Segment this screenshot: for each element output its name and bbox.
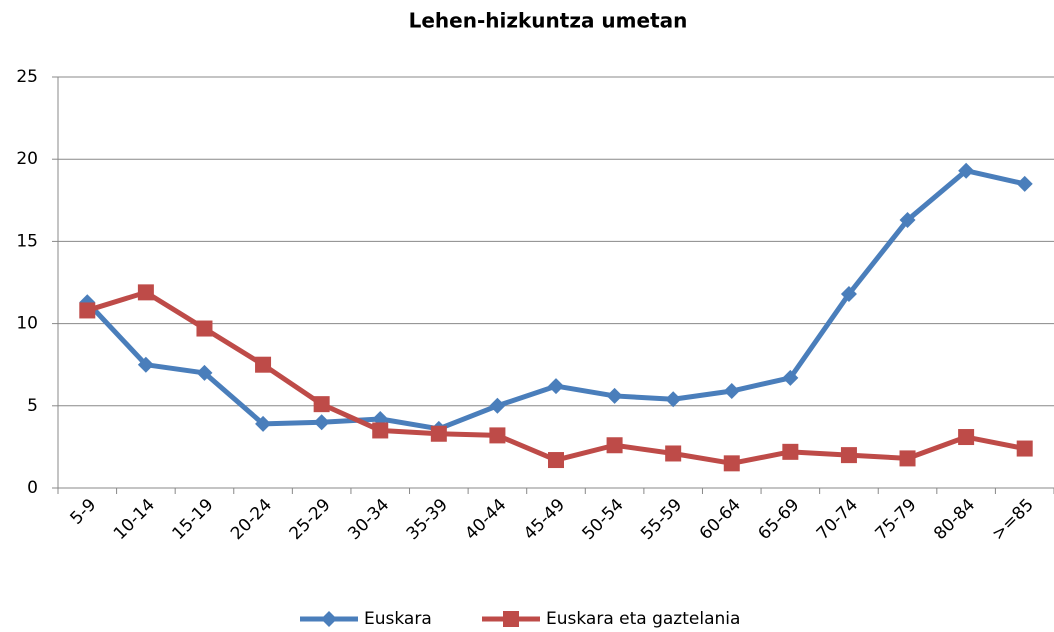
point (196, 320, 213, 337)
legend-marker (321, 611, 337, 627)
point (137, 356, 154, 373)
point (723, 455, 740, 472)
legend-marker (503, 611, 519, 627)
point (430, 425, 447, 442)
point (665, 391, 682, 408)
x-tick-label: 30-34 (344, 495, 393, 544)
point (782, 443, 799, 460)
y-tick-label: 0 (27, 478, 38, 498)
point (313, 414, 330, 431)
x-tick-label: 45-49 (520, 495, 569, 544)
point (665, 445, 682, 462)
point (548, 378, 564, 395)
x-tick-label: 65-69 (754, 495, 803, 544)
x-tick-label: 15-19 (168, 495, 217, 544)
point (606, 437, 623, 454)
x-tick-label: 10-14 (110, 495, 159, 544)
chart-title: Lehen-hizkuntza umetan (409, 9, 688, 33)
x-tick-label: 25-29 (286, 495, 335, 544)
x-tick-label: >=85 (988, 495, 1038, 545)
point (548, 452, 564, 469)
point (958, 162, 975, 179)
y-tick-label: 15 (16, 231, 38, 251)
x-tick-label: 80-84 (930, 495, 979, 544)
point (899, 450, 916, 467)
legend-label: Euskara (364, 609, 432, 629)
x-tick-label: 35-39 (403, 495, 452, 544)
x-tick-label: 60-64 (696, 495, 745, 544)
point (313, 396, 330, 413)
point (79, 302, 96, 319)
point (489, 427, 506, 444)
y-tick-label: 20 (16, 149, 38, 169)
point (255, 356, 272, 373)
x-tick-label: 50-54 (579, 495, 628, 544)
point (899, 212, 916, 229)
x-tick-label: 70-74 (813, 495, 862, 544)
point (606, 387, 623, 404)
legend-label: Euskara eta gaztelania (546, 609, 740, 629)
point (723, 383, 740, 400)
point (1016, 440, 1033, 457)
x-tick-label: 55-59 (637, 495, 686, 544)
y-tick-label: 5 (27, 396, 38, 416)
point (196, 364, 213, 381)
point (840, 447, 857, 464)
x-tick-label: 75-79 (872, 495, 921, 544)
point (489, 397, 506, 414)
x-tick-label: 5-9 (67, 495, 101, 529)
series-line (86, 289, 1026, 466)
y-tick-label: 25 (16, 67, 38, 87)
point (372, 422, 389, 439)
y-tick-label: 10 (16, 314, 38, 334)
x-tick-label: 40-44 (461, 495, 510, 544)
point (1016, 175, 1033, 192)
x-tick-label: 20-24 (227, 495, 276, 544)
point (782, 369, 799, 386)
point (137, 284, 154, 301)
point (840, 286, 857, 303)
point (958, 429, 975, 446)
point (255, 415, 272, 432)
